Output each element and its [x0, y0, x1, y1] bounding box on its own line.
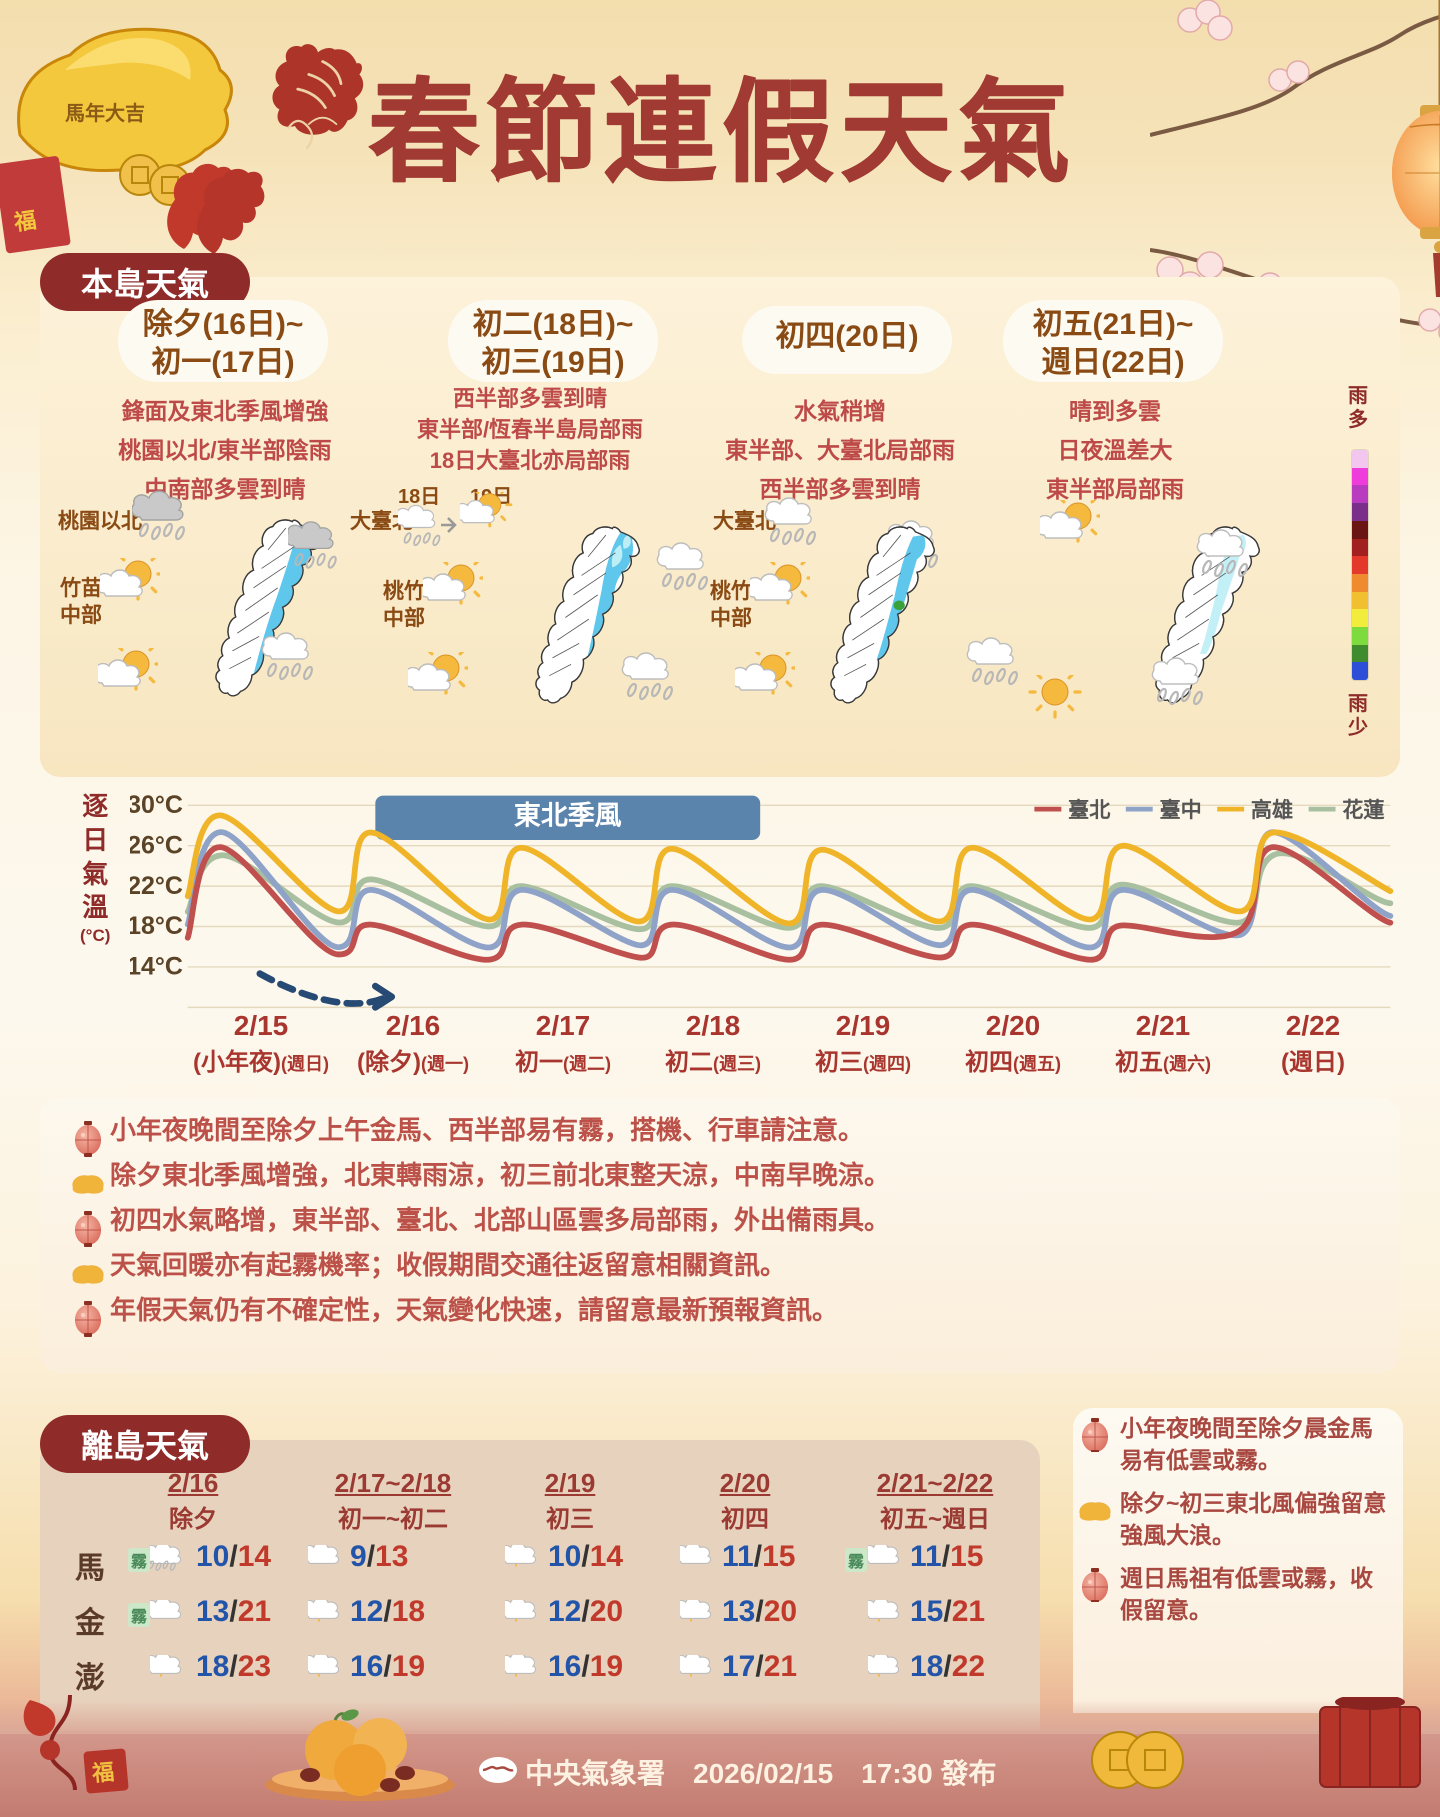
svg-text:臺中: 臺中	[1159, 798, 1201, 822]
svg-text:高雄: 高雄	[1251, 797, 1293, 822]
svg-text:福: 福	[12, 207, 38, 235]
svg-text:18°C: 18°C	[130, 912, 183, 940]
svg-text:臺北: 臺北	[1068, 798, 1111, 822]
svg-text:福: 福	[90, 1759, 115, 1786]
svg-text:30°C: 30°C	[130, 791, 183, 819]
svg-text:東北季風: 東北季風	[514, 801, 622, 831]
svg-text:22°C: 22°C	[130, 872, 183, 900]
svg-text:花蓮: 花蓮	[1342, 797, 1385, 822]
svg-text:26°C: 26°C	[130, 831, 183, 859]
svg-text:馬年大吉: 馬年大吉	[65, 101, 145, 125]
svg-text:14°C: 14°C	[130, 953, 183, 981]
